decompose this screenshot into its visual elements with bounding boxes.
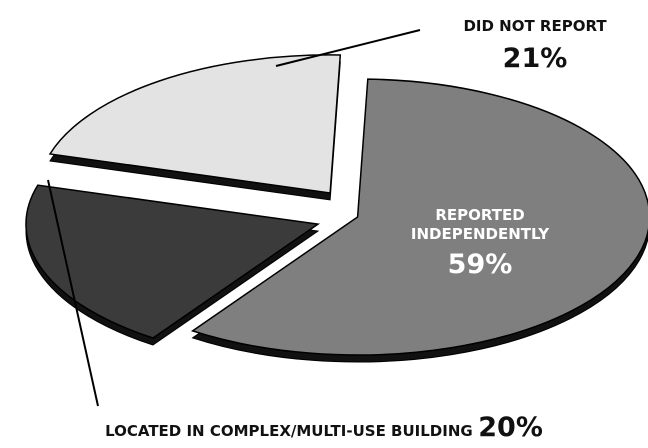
slice (25, 184, 320, 339)
value-label: 21% (502, 43, 568, 74)
leader-line (47, 179, 99, 407)
slice (190, 78, 648, 356)
category-label: DID NOT REPORT (463, 17, 607, 35)
category-label: REPORTED INDEPENDENTLY (410, 206, 550, 243)
slice-label: REPORTED INDEPENDENTLY 59% (385, 205, 575, 280)
slice-label: DID NOT REPORT 21% (440, 16, 630, 74)
slice (48, 54, 342, 194)
category-label: LOCATED IN COMPLEX/MULTI-USE BUILDING (105, 422, 473, 440)
slice-label: LOCATED IN COMPLEX/MULTI-USE BUILDING 20… (0, 412, 648, 443)
leader-line (275, 29, 421, 67)
value-label: 20% (478, 412, 543, 443)
value-label: 59% (447, 249, 513, 280)
